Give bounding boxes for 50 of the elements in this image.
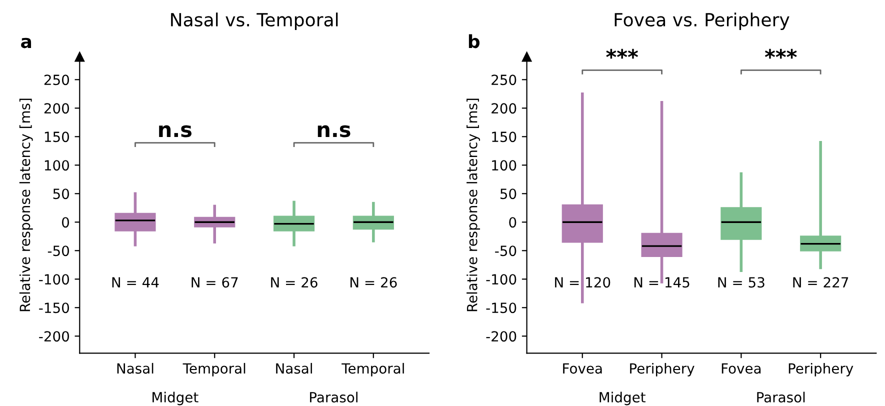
y-tick-label: 0 bbox=[62, 217, 70, 228]
x-tick-label: Temporal bbox=[342, 362, 404, 376]
text: a bbox=[21, 38, 32, 48]
chart-title: Fovea vs. Periphery bbox=[614, 12, 790, 30]
y-tick-label: 150 bbox=[492, 132, 516, 142]
y-tick-label: 0 bbox=[509, 217, 516, 228]
y-axis-title: Relative response latency [ms] bbox=[466, 98, 480, 312]
y-tick-label: -200 bbox=[486, 331, 516, 342]
annotation: *** bbox=[764, 48, 797, 59]
chart-title: Nasal vs. Temporal bbox=[171, 12, 338, 30]
y-tick-label: -200 bbox=[39, 331, 70, 342]
y-tick-label: 150 bbox=[44, 132, 70, 142]
x-tick-label: Periphery bbox=[630, 362, 694, 376]
y-tick-label: 250 bbox=[44, 74, 70, 86]
annotation: N = 44 bbox=[112, 277, 159, 288]
x-tick-label: Nasal bbox=[117, 362, 154, 374]
annotation: N = 145 bbox=[634, 277, 690, 288]
annotation: N = 227 bbox=[793, 277, 848, 288]
annotation: *** bbox=[606, 48, 638, 59]
text: Parasol bbox=[310, 392, 358, 402]
y-tick-label: -50 bbox=[495, 246, 516, 256]
y-axis-title: Relative response latency [ms] bbox=[19, 98, 33, 312]
annotation: N = 26 bbox=[271, 277, 318, 288]
x-tick-label: Nasal bbox=[276, 362, 312, 374]
annotation: n.s bbox=[318, 125, 350, 138]
y-tick-label: -150 bbox=[486, 302, 516, 314]
y-tick-label: 50 bbox=[53, 188, 70, 200]
y-tick-label: 200 bbox=[44, 103, 70, 114]
x-tick-label: Fovea bbox=[722, 363, 761, 374]
annotation: N = 67 bbox=[192, 277, 238, 288]
y-tick-label: 200 bbox=[492, 103, 516, 114]
annotation: N = 53 bbox=[718, 277, 764, 288]
annotation: N = 120 bbox=[555, 277, 610, 288]
y-tick-label: -50 bbox=[48, 246, 70, 256]
y-tick-label: 100 bbox=[492, 160, 516, 171]
x-tick-label: Temporal bbox=[182, 362, 246, 376]
y-tick-label: -100 bbox=[486, 274, 516, 285]
y-tick-label: 250 bbox=[492, 74, 516, 86]
y-tick-label: 50 bbox=[500, 188, 516, 200]
y-tick-label: 100 bbox=[44, 160, 70, 171]
text: Parasol bbox=[757, 392, 805, 402]
y-tick-label: -100 bbox=[39, 274, 70, 285]
annotation: n.s bbox=[159, 125, 192, 138]
x-tick-label: Fovea bbox=[563, 363, 602, 374]
text: b bbox=[468, 34, 480, 48]
text: Midget bbox=[600, 392, 646, 406]
y-tick-label: -150 bbox=[39, 302, 70, 314]
text: Midget bbox=[152, 392, 198, 406]
annotation: N = 26 bbox=[350, 277, 397, 288]
x-tick-label: Periphery bbox=[788, 362, 854, 376]
